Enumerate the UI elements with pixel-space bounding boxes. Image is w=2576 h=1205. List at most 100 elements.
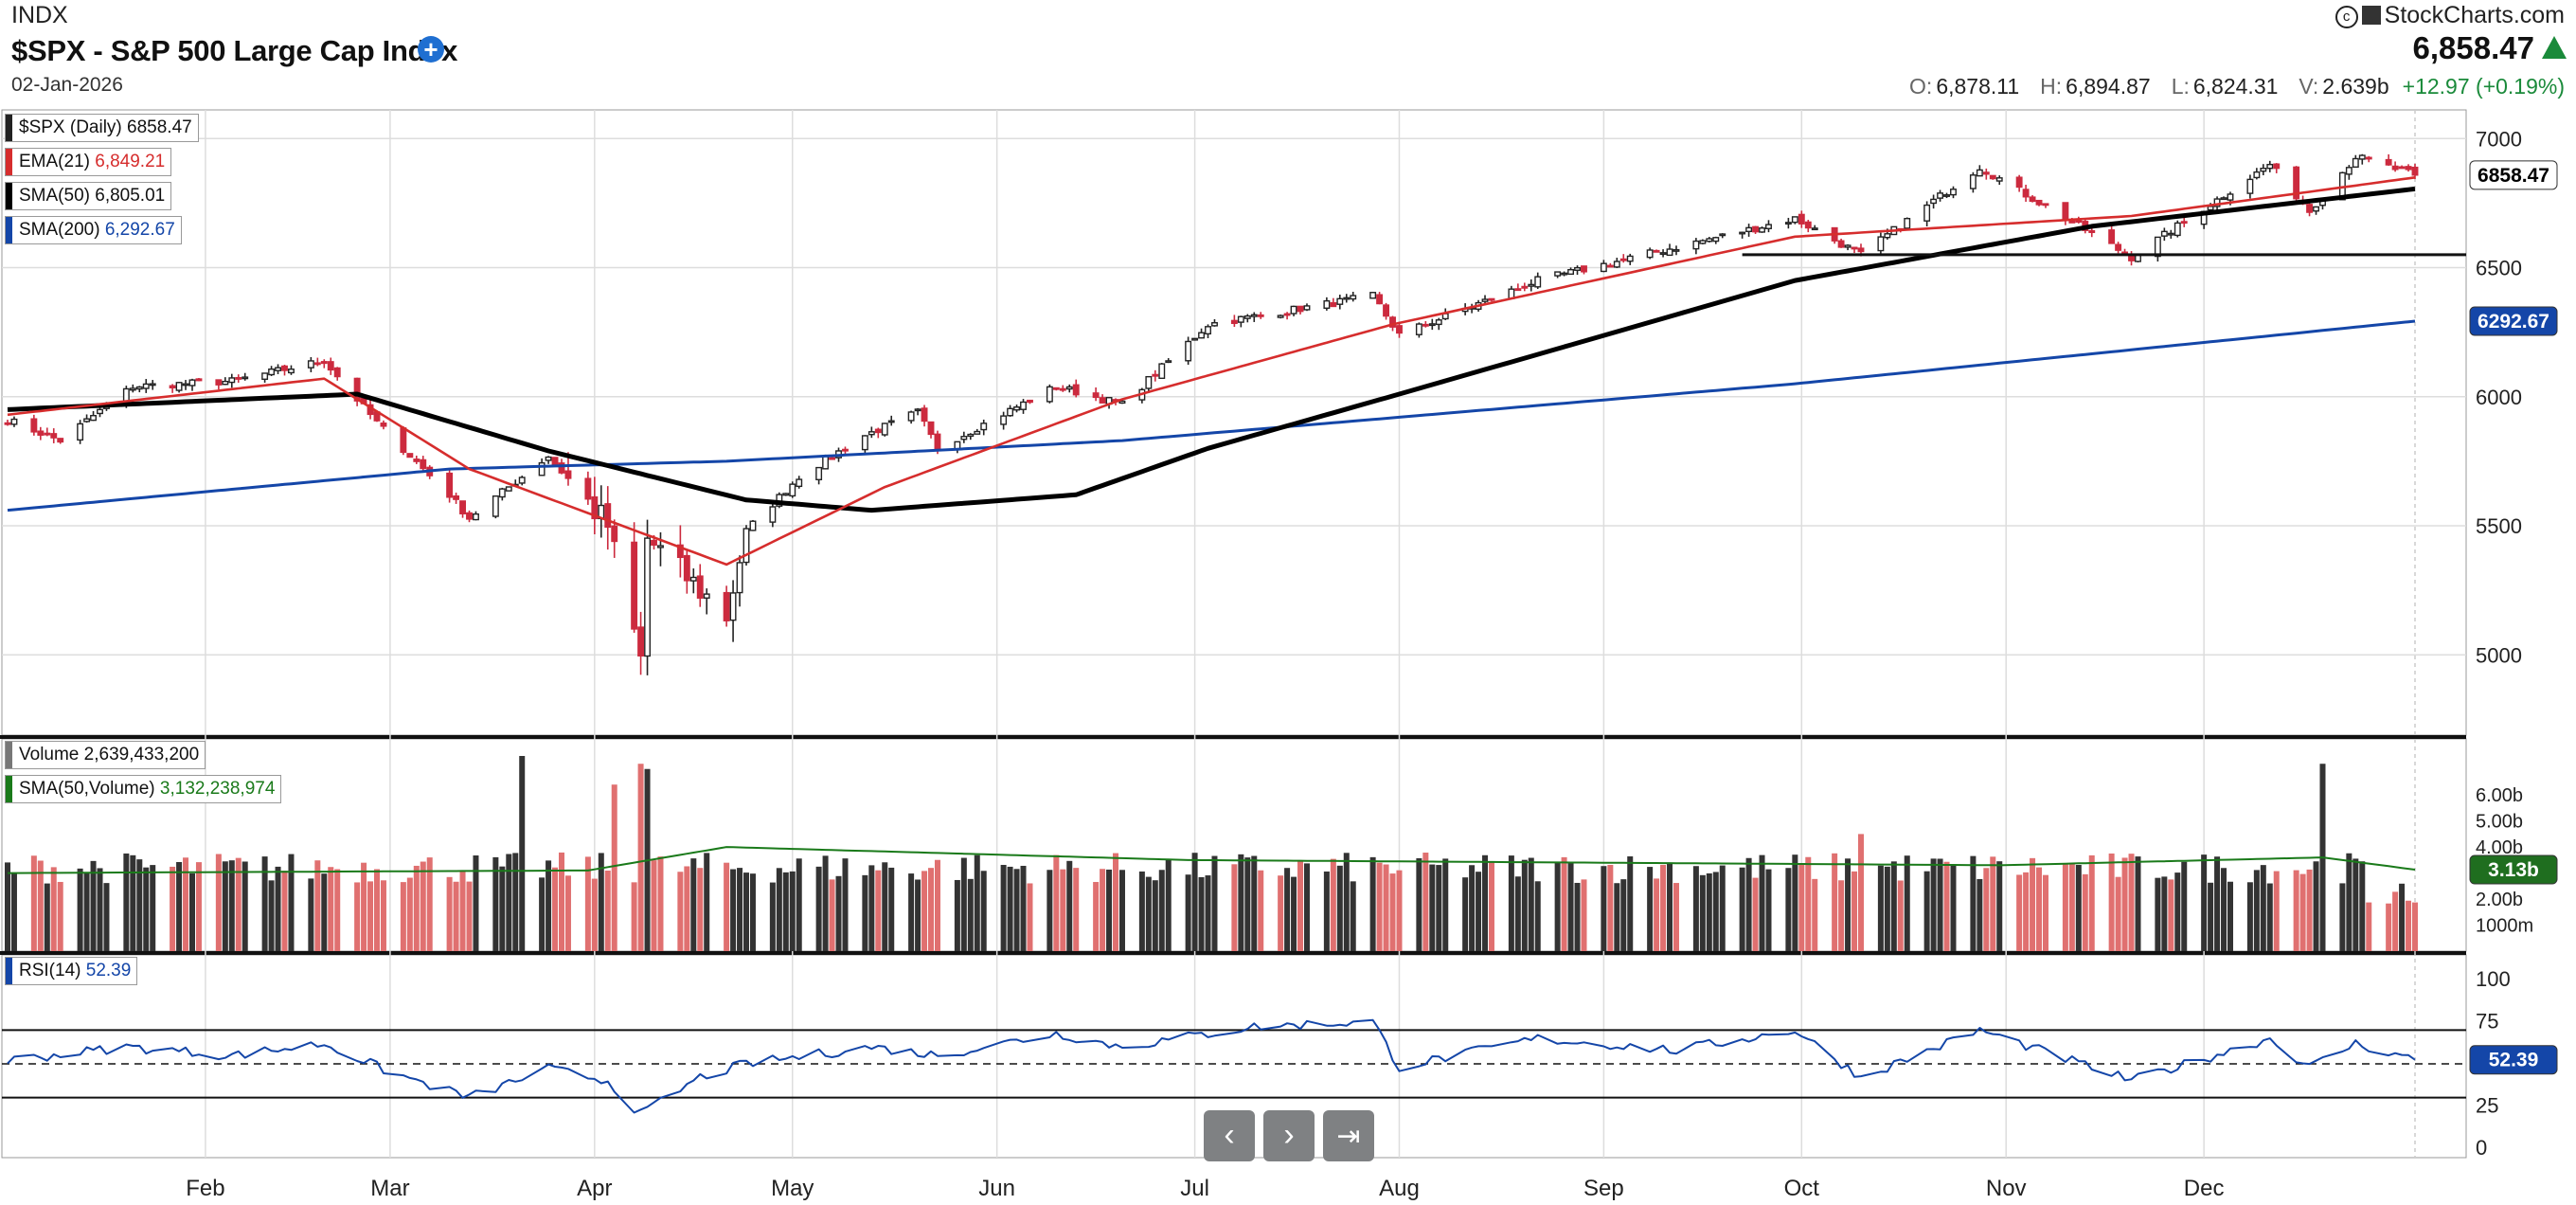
- volume-bar: [1673, 883, 1679, 951]
- volume-bar: [1258, 870, 1264, 951]
- volume-bar: [1561, 856, 1567, 951]
- candlestick: [327, 357, 334, 375]
- candle-body: [1521, 285, 1529, 289]
- volume-bar: [611, 784, 617, 951]
- scroll-back-button[interactable]: ‹: [1204, 1110, 1255, 1161]
- candle-body: [149, 383, 156, 387]
- candle-body: [2062, 202, 2069, 221]
- candle-body: [2029, 196, 2036, 203]
- candlestick: [1165, 358, 1172, 364]
- legend-volume-value: 2,639,433,200: [83, 745, 200, 764]
- volume-bar: [97, 868, 103, 951]
- candle-body: [1303, 305, 1311, 311]
- candle-body: [268, 368, 276, 376]
- volume-bar: [1792, 854, 1798, 951]
- candlestick: [689, 568, 697, 594]
- candle-body: [651, 539, 657, 546]
- add-plus-icon[interactable]: +: [418, 36, 444, 63]
- volume-bar: [637, 764, 644, 951]
- candlestick: [1706, 237, 1713, 243]
- scroll-forward-button[interactable]: ›: [1263, 1110, 1315, 1161]
- candlestick: [1943, 192, 1950, 199]
- candle-body: [406, 453, 414, 459]
- volume-bar: [150, 865, 156, 951]
- candle-body: [2405, 166, 2412, 171]
- candle-body: [1243, 315, 1251, 319]
- volume-bar: [1667, 863, 1673, 951]
- volume-bar: [1521, 859, 1528, 951]
- candle-body: [473, 513, 479, 521]
- candle-body: [1059, 387, 1066, 391]
- volume-bar: [1231, 864, 1238, 951]
- candle-body: [881, 423, 888, 436]
- month-tick-label: Feb: [186, 1176, 224, 1201]
- volume-bar: [1462, 877, 1469, 951]
- candlestick: [1930, 194, 1938, 209]
- candlestick: [2391, 161, 2399, 172]
- volume-bar: [1752, 877, 1759, 951]
- candlestick: [1027, 399, 1033, 405]
- candle-body: [492, 495, 499, 517]
- volume-bar: [2359, 861, 2366, 951]
- volume-bar: [222, 861, 228, 951]
- candle-body: [2411, 166, 2419, 176]
- candlestick: [1205, 324, 1211, 338]
- volume-bar: [1660, 864, 1667, 951]
- volume-bar: [466, 881, 473, 951]
- candle-body: [2115, 243, 2122, 251]
- volume-bar: [2246, 882, 2253, 951]
- candle-body: [1759, 227, 1765, 233]
- candle-body: [353, 377, 361, 402]
- candlestick: [1791, 216, 1798, 225]
- volume-bar: [1614, 883, 1620, 951]
- candle-body: [518, 477, 526, 484]
- candlestick: [275, 364, 281, 374]
- legend-sma50-value: 6,805.01: [95, 186, 166, 206]
- candle-body: [2273, 163, 2281, 170]
- candlestick: [1692, 238, 1700, 255]
- candlestick: [1831, 226, 1838, 244]
- candle-body: [97, 408, 103, 415]
- volume-bar: [268, 880, 275, 951]
- candlestick: [1574, 265, 1581, 276]
- candle-body: [400, 427, 407, 454]
- candlestick: [518, 476, 526, 486]
- candlestick: [1013, 405, 1021, 413]
- candle-body: [907, 411, 915, 422]
- volume-bar: [1745, 857, 1752, 951]
- sma50-line: [7, 186, 2416, 513]
- candle-body: [1514, 288, 1522, 292]
- candle-body: [1250, 314, 1258, 317]
- candle-body: [637, 626, 645, 657]
- candle-body: [1884, 233, 1891, 239]
- volume-bar: [815, 866, 822, 951]
- candle-body: [1752, 225, 1760, 233]
- candle-body: [1323, 299, 1331, 309]
- volume-bar: [44, 883, 50, 951]
- candle-body: [967, 433, 975, 438]
- candle-body: [2306, 204, 2314, 213]
- candlestick: [505, 486, 512, 492]
- candlestick: [2398, 165, 2406, 170]
- candlestick: [2385, 153, 2392, 166]
- volume-bar: [1066, 860, 1073, 951]
- candle-body: [1784, 222, 1792, 225]
- volume-bar: [539, 877, 546, 951]
- volume-sma-line: [8, 846, 2416, 874]
- candle-body: [2213, 198, 2221, 207]
- candle-body: [1837, 240, 1845, 248]
- legend-rsi-value: 52.39: [85, 961, 132, 980]
- candlestick: [380, 420, 387, 430]
- candlestick: [1211, 318, 1218, 327]
- candlestick: [2115, 242, 2122, 254]
- candle-body: [1277, 315, 1284, 318]
- candlestick: [2128, 251, 2135, 266]
- candle-body: [729, 592, 737, 621]
- candlestick: [1752, 225, 1760, 234]
- volume-bar: [2068, 864, 2075, 951]
- candle-body: [10, 418, 18, 425]
- volume-bar: [1950, 865, 1957, 951]
- scroll-to-end-button[interactable]: ⇥: [1323, 1110, 1374, 1161]
- candlestick: [4, 420, 11, 426]
